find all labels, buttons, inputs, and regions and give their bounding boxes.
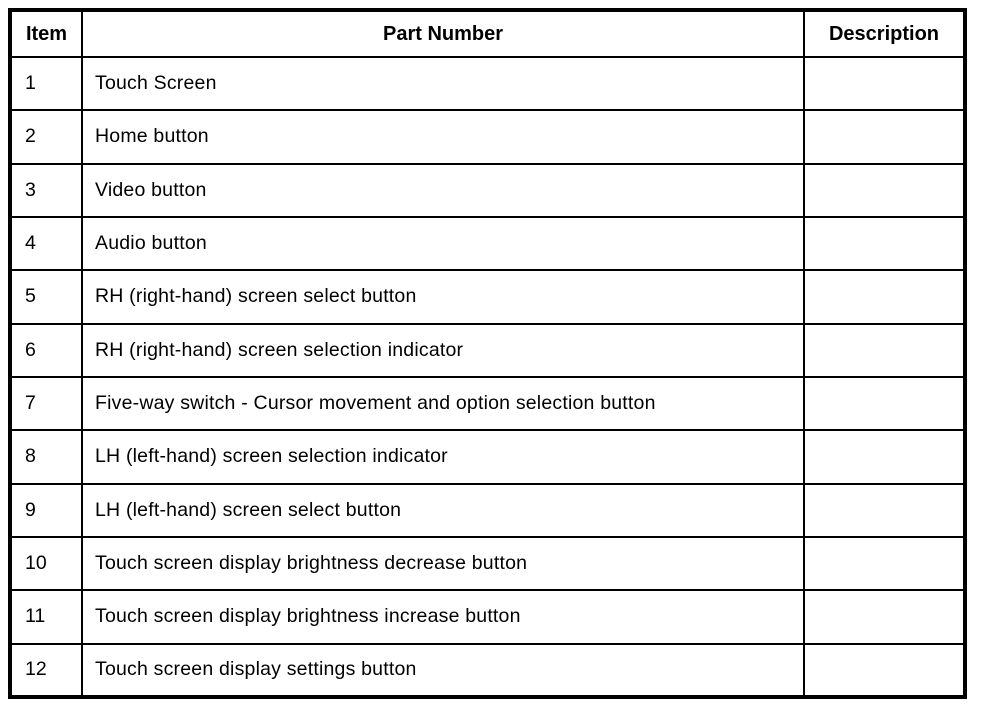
column-header-item: Item (9, 9, 83, 58)
description-cell (803, 589, 966, 645)
table-row: 4 Audio button (9, 215, 966, 272)
item-number-cell: 9 (9, 482, 83, 538)
item-number-cell: 6 (9, 322, 83, 378)
item-number-cell: 5 (9, 269, 83, 325)
part-number-cell: Video button (81, 162, 805, 218)
item-number-cell: 4 (9, 215, 83, 272)
part-number-cell: RH (right-hand) screen select button (81, 269, 805, 325)
table-row: 12 Touch screen display settings button (9, 642, 966, 699)
item-number-cell: 7 (9, 375, 83, 432)
table-row: 3 Video button (9, 162, 966, 218)
item-number-cell: 11 (9, 589, 83, 645)
description-cell (803, 642, 966, 699)
table-row: 10 Touch screen display brightness decrea… (9, 535, 966, 592)
table-row: 8 LH (left-hand) screen selection indicat… (9, 429, 966, 485)
part-number-cell: Five-way switch - Cursor movement and op… (81, 375, 805, 432)
description-cell (803, 162, 966, 218)
item-number-cell: 3 (9, 162, 83, 218)
description-cell (803, 429, 966, 485)
description-cell (803, 109, 966, 165)
table-row: 9 LH (left-hand) screen select button (9, 482, 966, 538)
table-row: 1 Touch Screen (9, 55, 966, 112)
description-cell (803, 215, 966, 272)
table-row: 2 Home button (9, 109, 966, 165)
column-header-description: Description (803, 9, 966, 58)
description-cell (803, 375, 966, 432)
item-number-cell: 2 (9, 109, 83, 165)
part-number-cell: Touch Screen (81, 55, 805, 112)
column-header-part-number: Part Number (81, 9, 805, 58)
table-body: 1 Touch Screen 2 Home button 3 Video button 4 A… (9, 55, 966, 699)
item-number-cell: 10 (9, 535, 83, 592)
part-number-cell: Touch screen display brightness increase… (81, 589, 805, 645)
table-row: 11 Touch screen display brightness increa… (9, 589, 966, 645)
table-row: 7 Five-way switch - Cursor movement and o… (9, 375, 966, 432)
description-cell (803, 269, 966, 325)
description-cell (803, 482, 966, 538)
description-cell (803, 322, 966, 378)
table-row: 5 RH (right-hand) screen select button (9, 269, 966, 325)
part-number-cell: Touch screen display settings button (81, 642, 805, 699)
table-header-row: Item Part Number Description (9, 9, 966, 58)
part-number-cell: Audio button (81, 215, 805, 272)
part-number-cell: LH (left-hand) screen select button (81, 482, 805, 538)
part-number-cell: RH (right-hand) screen selection indicat… (81, 322, 805, 378)
item-number-cell: 8 (9, 429, 83, 485)
item-number-cell: 1 (9, 55, 83, 112)
part-number-cell: LH (left-hand) screen selection indicato… (81, 429, 805, 485)
part-number-cell: Home button (81, 109, 805, 165)
part-number-cell: Touch screen display brightness decrease… (81, 535, 805, 592)
description-cell (803, 55, 966, 112)
table-row: 6 RH (right-hand) screen selection indica… (9, 322, 966, 378)
item-number-cell: 12 (9, 642, 83, 699)
parts-table: Item Part Number Description 1 Touch Scre… (8, 8, 967, 699)
description-cell (803, 535, 966, 592)
